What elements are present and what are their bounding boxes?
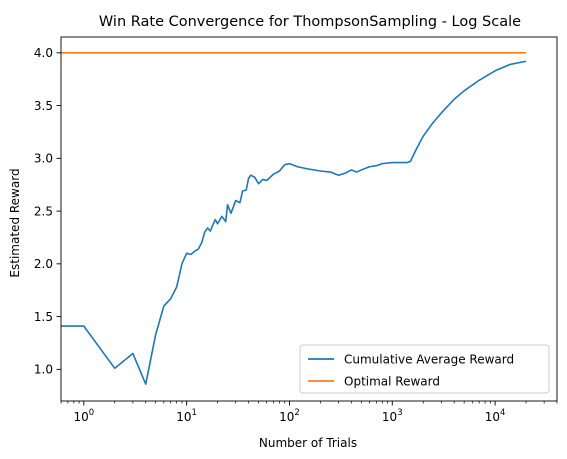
y-tick-label-5: 3.5 (34, 99, 53, 113)
plot-area: 100 101 102 103 104 1.0 1.5 2.0 2.5 3.0 3.5 4.0 Cumu… (34, 36, 558, 424)
legend-box (299, 344, 550, 394)
chart-title: Win Rate Convergence for ThompsonSamplin… (99, 14, 521, 30)
x-tick-label-0: 100 (73, 408, 94, 424)
series-line-1 (61, 60, 527, 385)
x-tick-label-4: 104 (485, 408, 506, 424)
y-tick-label-4: 3.0 (34, 152, 53, 166)
x-tick-label-2: 102 (279, 408, 300, 424)
legend-label-2: Optimal Reward (344, 375, 440, 389)
x-tick-label-1: 101 (176, 408, 197, 424)
y-tick-label-3: 2.5 (34, 204, 53, 218)
legend-label-1: Cumulative Average Reward (344, 353, 514, 367)
x-tick-label-3: 103 (382, 408, 403, 424)
y-tick-label-6: 4.0 (34, 46, 53, 60)
y-tick-label-2: 2.0 (34, 257, 53, 271)
y-tick-label-1: 1.5 (34, 310, 53, 324)
legend: Cumulative Average Reward Optimal Reward (299, 344, 550, 394)
x-axis-label: Number of Trials (259, 436, 357, 450)
y-axis-label: Estimated Reward (8, 168, 22, 277)
plot-frame (60, 36, 558, 402)
y-tick-label-0: 1.0 (34, 363, 53, 377)
